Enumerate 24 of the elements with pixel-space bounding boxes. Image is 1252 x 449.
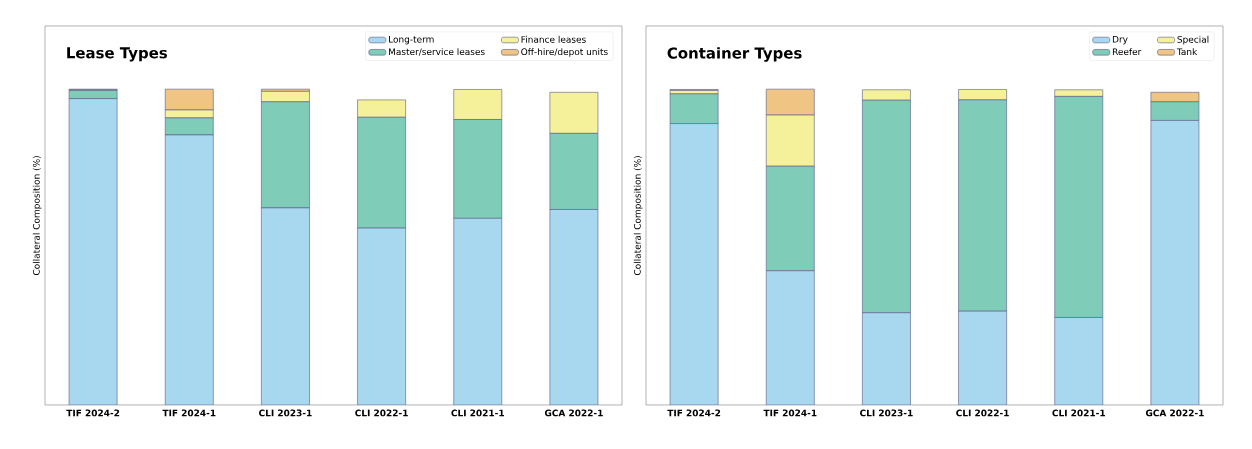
legend-label: Finance leases: [521, 35, 586, 43]
x-tick-label: CLI 2022-1: [355, 409, 408, 417]
x-tick-label: GCA 2022-1: [544, 409, 603, 417]
x-tick-label: TIF 2024-2: [667, 409, 721, 417]
legend-label: Long-term: [389, 36, 434, 45]
y-axis-title: Collateral Composition (%): [633, 156, 643, 276]
x-tick-label: CLI 2021-1: [451, 409, 504, 417]
x-tick-label: CLI 2021-1: [1052, 409, 1105, 417]
chart-title: Container Types: [667, 47, 802, 62]
legend-label: Tank: [1176, 48, 1198, 56]
x-tick-label: CLI 2022-1: [956, 409, 1009, 417]
x-tick-label: CLI 2023-1: [860, 409, 913, 417]
legend-label: Dry: [1112, 36, 1128, 45]
x-tick-label: TIF 2024-2: [66, 409, 120, 417]
legend-label: Off-hire/depot units: [521, 48, 608, 57]
legend-label: Reefer: [1112, 48, 1142, 56]
x-tick-label: TIF 2024-1: [162, 409, 216, 417]
legend-label: Master/service leases: [389, 48, 485, 56]
x-tick-label: TIF 2024-1: [763, 409, 817, 417]
x-tick-label: GCA 2022-1: [1145, 409, 1204, 417]
chart-title: Lease Types: [67, 47, 167, 62]
legend-label: Special: [1177, 35, 1209, 45]
x-tick-label: CLI 2023-1: [259, 409, 312, 417]
y-axis-title: Collateral Composition (%): [32, 156, 42, 276]
